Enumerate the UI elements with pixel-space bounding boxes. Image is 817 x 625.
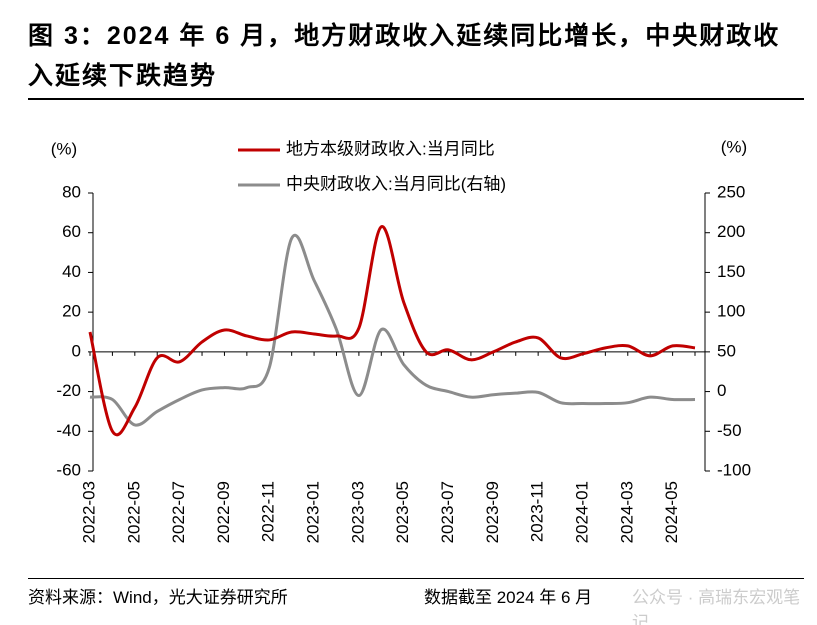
x-tick-label: 2023-01: [304, 481, 323, 543]
y-tick-label: 40: [62, 262, 81, 281]
y2-tick-label: 150: [717, 262, 745, 281]
y2-tick-label: 200: [717, 222, 745, 241]
data-line: [88, 225, 696, 437]
x-tick-label: 2024-03: [617, 481, 636, 543]
x-tick-label: 2024-05: [662, 481, 681, 543]
x-tick-label: 2022-09: [214, 481, 233, 543]
y-tick-label: -40: [56, 421, 81, 440]
y-tick-label: 20: [62, 302, 81, 321]
y2-unit: (%): [721, 137, 747, 156]
y-tick-label: -20: [56, 381, 81, 400]
chart-title: 图 3：2024 年 6 月，地方财政收入延续同比增长，中央财政收入延续下跌趋势: [28, 22, 781, 90]
title-rule: [28, 98, 804, 100]
y2-tick-label: -50: [717, 421, 742, 440]
x-tick-label: 2022-03: [79, 481, 98, 543]
y2-tick-label: 0: [717, 381, 726, 400]
x-tick-label: 2023-03: [348, 481, 367, 543]
x-tick-label: 2023-07: [438, 481, 457, 543]
x-tick-label: 2022-05: [124, 481, 143, 543]
watermark: 公众号 · 高瑞东宏观笔记: [632, 588, 801, 625]
date-note: 数据截至 2024 年 6 月: [424, 588, 593, 607]
x-tick-label: 2024-01: [572, 481, 591, 543]
x-tick-label: 2022-07: [169, 481, 188, 543]
x-tick-label: 2023-11: [528, 481, 547, 542]
x-tick-label: 2022-11: [259, 481, 278, 542]
x-tick-label: 2023-05: [393, 481, 412, 543]
data-line: [89, 233, 696, 427]
y-tick-label: 60: [62, 222, 81, 241]
y-tick-label: 80: [62, 182, 81, 201]
legend-label: 中央财政收入:当月同比(右轴): [286, 174, 506, 193]
y-unit: (%): [51, 139, 77, 158]
legend-label: 地方本级财政收入:当月同比: [286, 139, 495, 158]
y2-tick-label: 250: [717, 182, 745, 201]
y2-tick-label: 100: [717, 302, 745, 321]
y-tick-label: -60: [56, 460, 81, 479]
y2-tick-label: -100: [717, 460, 751, 479]
footer-rule: [28, 578, 804, 579]
y2-tick-label: 50: [717, 341, 736, 360]
y-tick-label: 0: [72, 341, 81, 360]
x-tick-label: 2023-09: [483, 481, 502, 543]
source-note: 资料来源：Wind，光大证券研究所: [28, 588, 288, 607]
